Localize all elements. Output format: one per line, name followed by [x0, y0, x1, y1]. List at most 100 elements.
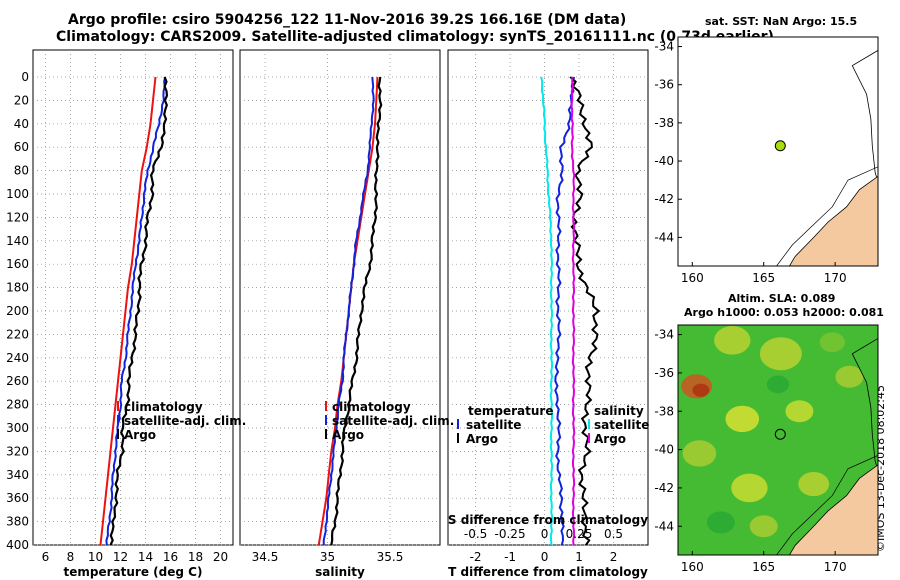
- sla-map-anomaly-blob: [692, 383, 710, 397]
- temperature-panel-x-tick-label: 18: [188, 550, 203, 564]
- diff-s-tick-label: -0.5: [464, 527, 487, 541]
- salinity-panel-legend-label: Argo: [332, 428, 364, 442]
- difference-panel-x-label: T difference from climatology: [448, 565, 648, 579]
- salinity-panel-x-tick-label: 34.5: [252, 550, 279, 564]
- sla-map-anomaly-blob: [798, 471, 830, 497]
- diff-s-tick-label: 0.25: [566, 527, 593, 541]
- diff-s-tick-label: -0.25: [495, 527, 526, 541]
- sst-map-y-tick-label: -34: [654, 40, 674, 54]
- sst-map-y-tick-label: -38: [654, 116, 674, 130]
- difference-panel-x-tick-label: 1: [575, 550, 583, 564]
- sla-map-anomaly-blob: [819, 332, 845, 353]
- diff-sal-legend-label: Argo: [594, 432, 626, 446]
- diff-temp-legend-label: temperature: [468, 404, 553, 418]
- depth-tick-label: 240: [6, 351, 29, 365]
- temperature-panel-x-label: temperature (deg C): [64, 565, 203, 579]
- temperature-panel-legend-label: satellite-adj. clim.: [124, 414, 246, 428]
- diff-s-tick-label: 0: [541, 527, 549, 541]
- sst-map-shelf-contour: [776, 166, 878, 266]
- temperature-panel-frame: [32, 49, 234, 546]
- sst-map-x-tick-label: 165: [752, 271, 775, 285]
- sst-map-x-tick-label: 170: [824, 271, 847, 285]
- sla-map-anomaly-blob: [714, 326, 751, 355]
- diff-series-s-satellite: [540, 76, 554, 546]
- sla-map-y-tick-label: -36: [654, 366, 674, 380]
- figure-title-line-1: Argo profile: csiro 5904256_122 11-Nov-2…: [68, 12, 627, 28]
- depth-tick-label: 220: [6, 327, 29, 341]
- sla-map-anomaly-blob: [731, 473, 768, 503]
- depth-tick-label: 340: [6, 468, 29, 482]
- difference-panel-x-tick-label: 0: [541, 550, 549, 564]
- sla-map-anomaly-blob: [759, 337, 802, 371]
- depth-tick-label: 20: [14, 93, 29, 107]
- sst-map-frame: [677, 36, 879, 267]
- sst-map-y-tick-label: -42: [654, 192, 674, 206]
- diff-series-t-satellite: [554, 76, 576, 546]
- depth-tick-label: 400: [6, 538, 29, 552]
- depth-tick-label: 160: [6, 257, 29, 271]
- depth-tick-label: 360: [6, 491, 29, 505]
- temperature-panel-x-tick-label: 14: [138, 550, 153, 564]
- sla-map-y-tick-label: -34: [654, 328, 674, 342]
- sla-map-anomaly-blob: [706, 511, 735, 534]
- temperature-panel-x-tick-label: 6: [42, 550, 50, 564]
- temperature-panel-x-tick-label: 16: [163, 550, 178, 564]
- sla-map-frame: [677, 324, 879, 556]
- diff-series-t-argo: [569, 76, 601, 546]
- sla-map-anomaly-blob: [785, 400, 814, 423]
- sla-map-coast-outline: [851, 338, 878, 471]
- sla-map-y-tick-label: -42: [654, 481, 674, 495]
- depth-tick-label: 180: [6, 281, 29, 295]
- sla-map-y-tick-label: -40: [654, 443, 674, 457]
- sst-map-coast-outline: [851, 50, 878, 183]
- difference-panel-x-tick-label: -1: [504, 550, 516, 564]
- salinity-panel-x-tick-label: 35: [320, 550, 335, 564]
- temperature-panel-x-tick-label: 12: [113, 550, 128, 564]
- temperature-panel-legend-label: climatology: [124, 400, 203, 414]
- salinity-panel-x-label: salinity: [315, 565, 365, 579]
- depth-tick-label: 260: [6, 374, 29, 388]
- diff-s-tick-label: 0.5: [604, 527, 623, 541]
- sla-map-x-tick-label: 165: [752, 560, 775, 574]
- sla-map-anomaly-blob: [835, 365, 864, 388]
- sst-map-title: sat. SST: NaN Argo: 15.5: [705, 15, 858, 28]
- difference-panel-x-tick-label: -2: [470, 550, 482, 564]
- figure-title-line-2: Climatology: CARS2009. Satellite-adjuste…: [56, 29, 774, 45]
- diff-series-s-argo: [570, 76, 576, 546]
- sla-map-content: [678, 325, 878, 555]
- diff-temp-legend-label: satellite: [466, 418, 521, 432]
- sla-map-x-tick-label: 160: [681, 560, 704, 574]
- sla-map-land: [788, 464, 878, 555]
- sla-map-y-tick-label: -38: [654, 404, 674, 418]
- salinity-panel-x-tick-label: 35.5: [377, 550, 404, 564]
- depth-tick-label: 120: [6, 210, 29, 224]
- sla-map-anomaly-blob: [682, 440, 717, 467]
- sla-map-title: Altim. SLA: 0.089: [728, 292, 836, 305]
- depth-tick-label: 140: [6, 234, 29, 248]
- sst-map-argo-marker: [774, 140, 786, 152]
- temperature-panel-x-tick-label: 10: [88, 550, 103, 564]
- depth-tick-label: 300: [6, 421, 29, 435]
- depth-tick-label: 60: [14, 140, 29, 154]
- sst-map-y-tick-label: -40: [654, 154, 674, 168]
- salinity-panel-series-satellite-adj-clim-: [322, 76, 375, 546]
- sla-map-anomaly-blob: [749, 515, 778, 538]
- temperature-panel-legend-label: Argo: [124, 428, 156, 442]
- sla-map-argo-marker: [774, 428, 786, 440]
- sst-map-y-tick-label: -44: [654, 230, 674, 244]
- sla-map-subtitle: Argo h1000: 0.053 h2000: 0.081: [684, 306, 884, 319]
- depth-tick-label: 100: [6, 187, 29, 201]
- temperature-panel-x-tick-label: 8: [67, 550, 75, 564]
- depth-tick-label: 320: [6, 444, 29, 458]
- diff-sal-legend-label: satellite: [594, 418, 649, 432]
- temperature-panel-series-satellite-adj-clim-: [105, 76, 167, 546]
- depth-tick-label: 80: [14, 164, 29, 178]
- sla-map-shelf-contour: [776, 455, 878, 555]
- depth-tick-label: 280: [6, 398, 29, 412]
- difference-panel-frame: [447, 49, 649, 546]
- salinity-panel-frame: [239, 49, 441, 546]
- sla-map-anomaly-blob: [725, 405, 760, 433]
- temperature-panel-series-climatology: [99, 76, 157, 546]
- depth-tick-label: 380: [6, 515, 29, 529]
